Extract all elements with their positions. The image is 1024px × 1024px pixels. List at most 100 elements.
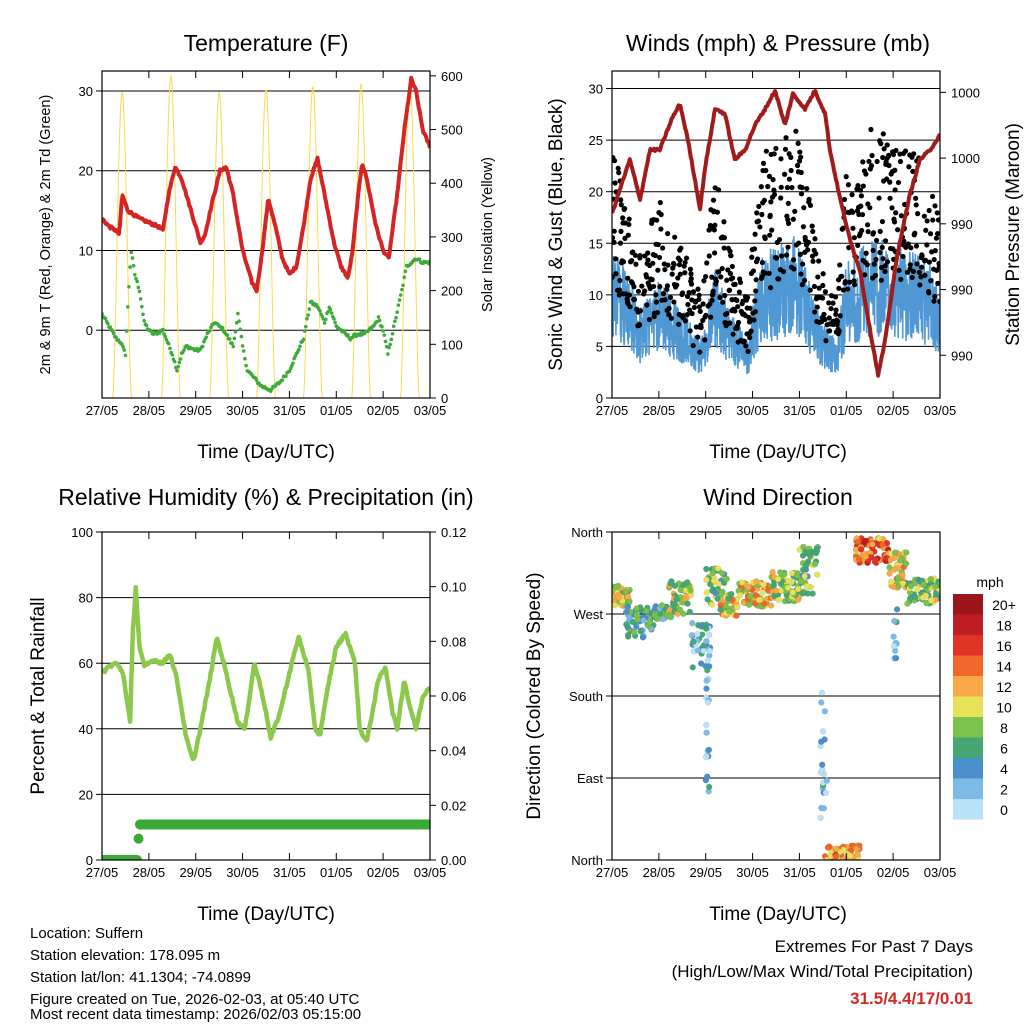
wind-direction-point xyxy=(700,647,707,655)
y-tick-label: 20 xyxy=(79,164,93,179)
gust-point xyxy=(765,183,771,190)
gust-point xyxy=(645,250,651,256)
wind-direction-point xyxy=(694,630,701,638)
dewpoint-point xyxy=(396,303,401,307)
gust-point xyxy=(840,225,846,231)
y2-tick-label: 1000 xyxy=(951,85,980,100)
wind-direction-point xyxy=(869,541,876,548)
gust-point xyxy=(687,266,694,272)
dewpoint-point xyxy=(230,341,234,345)
gust-point xyxy=(884,142,890,148)
gust-point xyxy=(780,269,787,275)
gust-point xyxy=(734,297,740,303)
dewpoint-point xyxy=(140,304,144,309)
gust-point xyxy=(662,266,668,273)
gust-point xyxy=(856,211,862,218)
gust-point xyxy=(821,311,827,317)
gust-point xyxy=(612,228,617,234)
dewpoint-point xyxy=(394,315,398,320)
gust-point xyxy=(677,271,683,277)
x-tick-label: 31/05 xyxy=(273,865,306,880)
gust-point xyxy=(917,282,923,288)
gust-point xyxy=(895,179,902,186)
gust-point xyxy=(676,321,682,327)
dewpoint-point xyxy=(103,316,108,321)
gust-point xyxy=(801,277,808,284)
gust-point xyxy=(735,304,741,310)
gust-point xyxy=(851,278,857,284)
station-pressure-line xyxy=(612,88,940,378)
y-tick-label: 15 xyxy=(589,236,603,251)
wind-direction-point xyxy=(633,611,640,618)
gust-point xyxy=(703,312,709,318)
wind-direction-point xyxy=(777,569,784,576)
dewpoint-point xyxy=(144,323,149,328)
gust-point xyxy=(760,160,767,166)
gust-point xyxy=(807,202,814,209)
wind-direction-point xyxy=(737,591,744,599)
dewpoint-point xyxy=(120,342,124,347)
gust-point xyxy=(712,222,718,228)
x-axis-label: Time (Day/UTC) xyxy=(197,442,335,463)
dewpoint-point xyxy=(305,316,309,321)
extremes-legend: (High/Low/Max Wind/Total Precipitation) xyxy=(672,962,973,981)
gust-point xyxy=(771,191,778,198)
gust-point xyxy=(688,271,694,277)
gust-point xyxy=(926,207,932,214)
gust-point xyxy=(798,169,804,176)
gust-point xyxy=(724,277,730,283)
gust-point xyxy=(649,277,655,283)
gust-point xyxy=(810,258,816,264)
gust-point xyxy=(748,328,754,334)
gust-point xyxy=(805,247,811,253)
gust-point xyxy=(735,319,742,326)
gust-point xyxy=(836,285,842,291)
wind-direction-point xyxy=(684,600,691,607)
gust-point xyxy=(878,277,884,283)
wind-direction-point xyxy=(890,633,897,640)
gust-point xyxy=(884,259,891,265)
gust-point xyxy=(696,304,703,310)
gust-point xyxy=(676,262,683,268)
gust-point xyxy=(763,148,769,154)
gust-point xyxy=(626,221,632,228)
wind-direction-point xyxy=(927,597,935,604)
gust-point xyxy=(668,315,674,321)
wind-direction-point xyxy=(759,589,766,596)
wind-direction-point xyxy=(811,560,819,568)
gust-point xyxy=(728,253,734,259)
dewpoint-point xyxy=(328,307,333,312)
y-axis-label: Direction (Colored By Speed) xyxy=(524,572,545,819)
gust-point xyxy=(798,191,805,197)
dewpoint-point xyxy=(320,314,325,319)
gust-point xyxy=(752,298,758,304)
gust-point xyxy=(755,218,762,224)
gust-point xyxy=(820,282,826,289)
y2-tick-label: 990 xyxy=(951,283,973,298)
colorbar-swatch xyxy=(953,778,983,799)
y-tick-label: 30 xyxy=(79,84,93,99)
plot-area xyxy=(612,88,940,378)
y2-tick-label: 0.04 xyxy=(441,744,466,759)
wind-direction-point xyxy=(931,583,939,590)
gust-point xyxy=(918,264,925,270)
wind-direction-point xyxy=(615,594,622,601)
dewpoint-point xyxy=(182,348,186,352)
gust-point xyxy=(862,272,868,278)
gust-point xyxy=(763,167,769,174)
wind-direction-point xyxy=(705,746,713,754)
colorbar-label: 0 xyxy=(1000,802,1008,818)
gust-point xyxy=(766,270,772,276)
dewpoint-point xyxy=(333,320,337,325)
x-tick-label: 01/05 xyxy=(320,865,353,880)
gust-point xyxy=(878,141,884,147)
gust-point xyxy=(919,253,925,259)
wind-direction-point xyxy=(646,619,653,626)
gust-point xyxy=(613,271,619,277)
gust-point xyxy=(785,244,791,250)
gust-point xyxy=(934,210,940,216)
wind-direction-point xyxy=(703,576,710,583)
2m-t-line xyxy=(102,75,430,294)
gust-point xyxy=(809,223,815,229)
gust-point xyxy=(620,215,626,221)
